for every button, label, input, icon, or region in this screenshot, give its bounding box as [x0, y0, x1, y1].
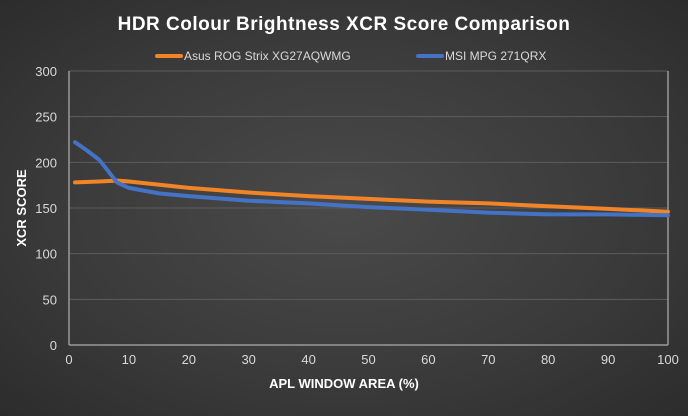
x-tick-label: 100 — [657, 352, 679, 367]
x-tick-label: 90 — [601, 352, 615, 367]
x-tick-label: 30 — [241, 352, 255, 367]
y-tick-label: 0 — [50, 338, 57, 353]
y-axis-label: XCR SCORE — [14, 169, 29, 247]
series-line-1 — [73, 140, 670, 218]
legend-label: Asus ROG Strix XG27AQWMG — [184, 49, 351, 63]
y-tick-label: 250 — [35, 110, 57, 125]
y-tick-label: 100 — [35, 247, 57, 262]
y-tick-label: 150 — [35, 201, 57, 216]
legend-label: MSI MPG 271QRX — [445, 49, 546, 63]
y-tick-label: 200 — [35, 155, 57, 170]
x-tick-label: 80 — [541, 352, 555, 367]
x-tick-label: 0 — [65, 352, 72, 367]
x-tick-label: 10 — [122, 352, 136, 367]
x-axis-label: APL WINDOW AREA (%) — [269, 376, 419, 391]
y-tick-label: 300 — [35, 64, 57, 79]
x-tick-label: 70 — [481, 352, 495, 367]
chart-title: HDR Colour Brightness XCR Score Comparis… — [118, 14, 571, 35]
x-tick-label: 60 — [421, 352, 435, 367]
x-tick-label: 40 — [301, 352, 315, 367]
x-tick-label: 50 — [361, 352, 375, 367]
y-tick-label: 50 — [43, 292, 57, 307]
x-tick-label: 20 — [182, 352, 196, 367]
